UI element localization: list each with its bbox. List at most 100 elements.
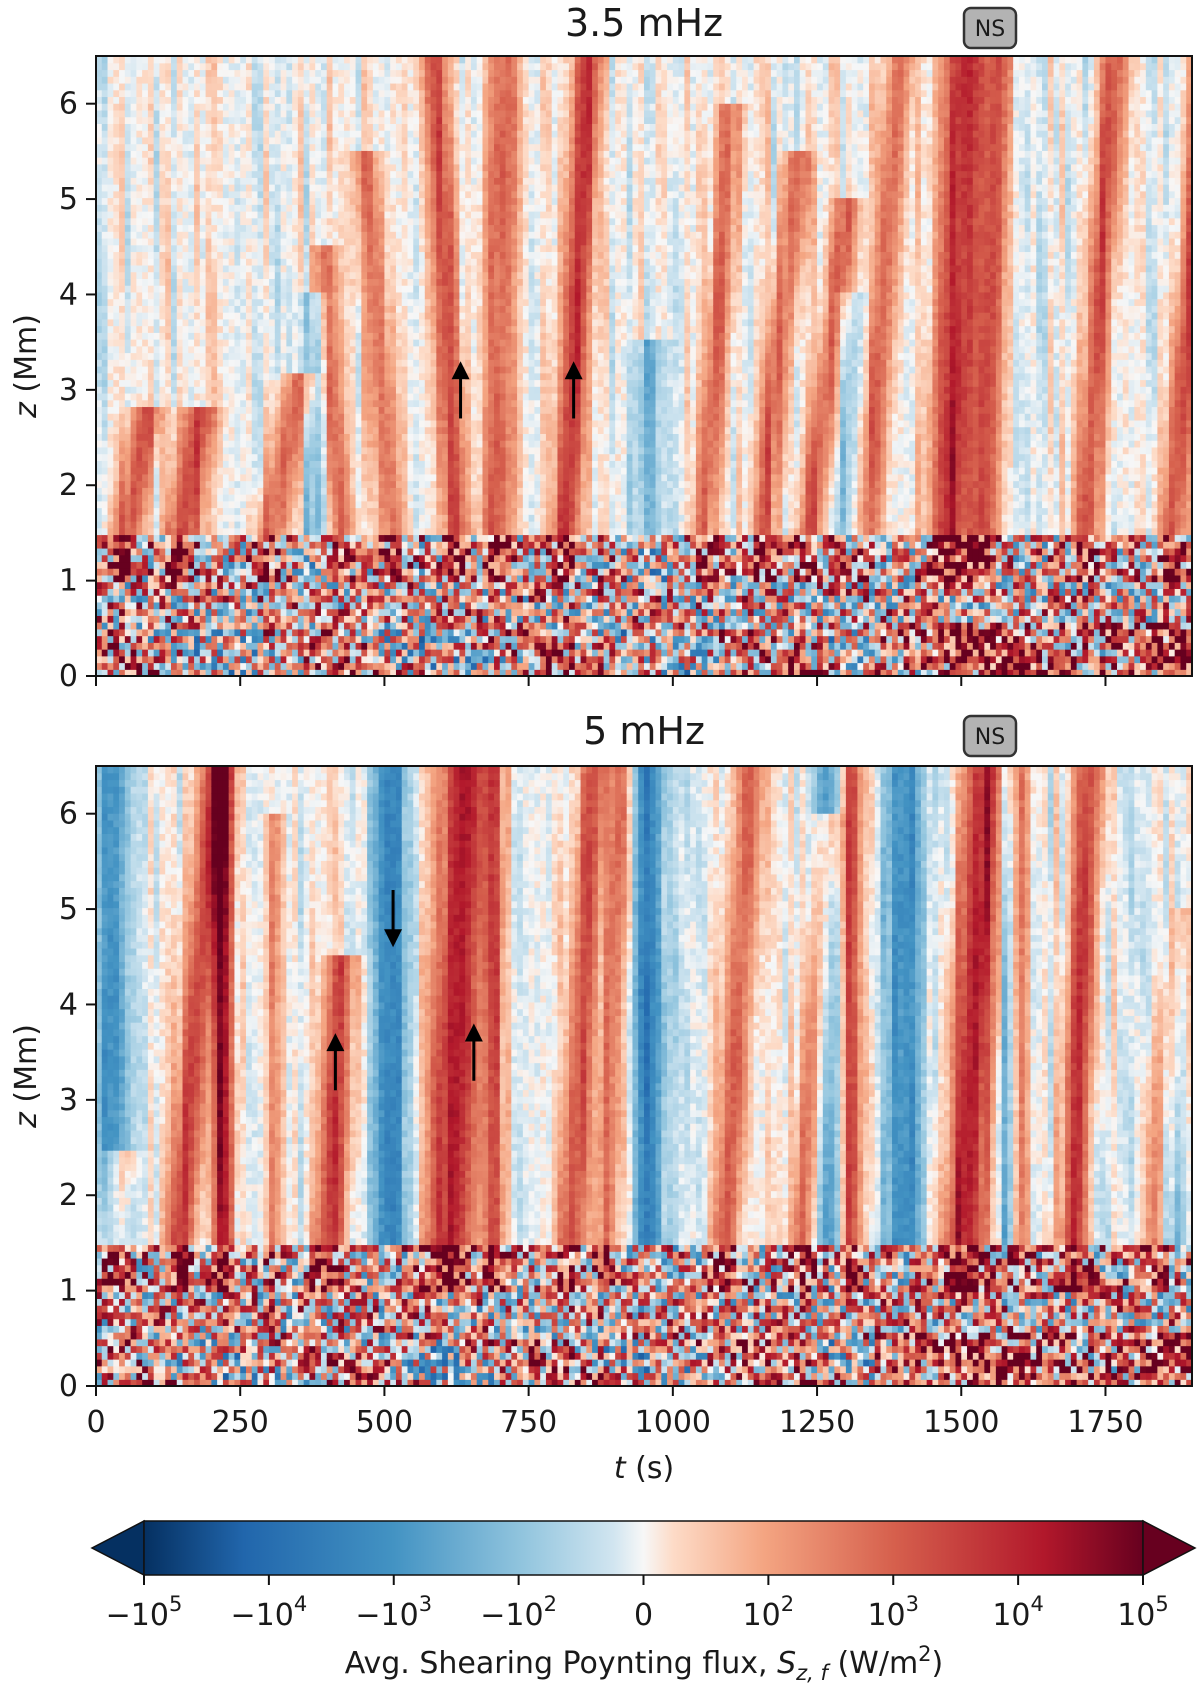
heatmap-cell — [101, 325, 109, 333]
heatmap-cell — [309, 419, 316, 428]
heatmap-cell — [297, 251, 305, 259]
heatmap-cell — [182, 298, 189, 306]
heatmap-cell — [142, 406, 149, 414]
heatmap-cell — [113, 595, 120, 603]
heatmap-cell — [269, 433, 276, 441]
heatmap-cell — [292, 413, 299, 421]
heatmap-cell — [217, 574, 224, 583]
heatmap-cell — [153, 507, 161, 515]
heatmap-cell — [280, 258, 287, 266]
heatmap-cell — [378, 184, 386, 192]
heatmap-cell — [378, 446, 386, 455]
heatmap-cell — [147, 352, 155, 360]
heatmap-cell — [286, 413, 293, 421]
heatmap-cell — [280, 291, 287, 300]
heatmap-cell — [309, 487, 316, 495]
heatmap-cell — [361, 419, 368, 428]
heatmap-cell — [326, 190, 334, 199]
heatmap-cell — [194, 568, 201, 576]
heatmap-cell — [165, 419, 172, 428]
heatmap-cell — [349, 581, 357, 589]
heatmap-cell — [378, 547, 386, 556]
heatmap-cell — [297, 103, 305, 111]
heatmap-cell — [176, 480, 184, 488]
heatmap-cell — [240, 446, 247, 455]
heatmap-cell — [263, 204, 270, 212]
heatmap-cell — [292, 96, 299, 104]
heatmap-cell — [390, 426, 397, 434]
heatmap-cell — [251, 278, 259, 286]
heatmap-cell — [297, 157, 305, 165]
heatmap-cell — [315, 359, 322, 367]
heatmap-cell — [130, 460, 137, 468]
heatmap-cell — [182, 554, 189, 563]
heatmap-cell — [269, 595, 276, 603]
heatmap-cell — [130, 143, 137, 151]
heatmap-cell — [211, 224, 218, 232]
heatmap-cell — [188, 541, 195, 549]
heatmap-cell — [309, 190, 316, 199]
heatmap-cell — [344, 62, 351, 71]
heatmap-cell — [245, 507, 253, 515]
heatmap-cell — [245, 521, 253, 529]
heatmap-cell — [326, 217, 334, 226]
heatmap-cell — [263, 116, 270, 124]
heatmap-cell — [326, 527, 334, 536]
heatmap-cell — [119, 318, 126, 327]
heatmap-cell — [211, 298, 218, 306]
heatmap-cell — [361, 224, 368, 232]
heatmap-cell — [407, 622, 414, 630]
heatmap-cell — [251, 285, 259, 293]
heatmap-cell — [251, 547, 259, 556]
heatmap-cell — [96, 82, 103, 91]
heatmap-cell — [165, 655, 172, 664]
heatmap-cell — [211, 608, 218, 616]
heatmap-cell — [199, 547, 207, 556]
heatmap-cell — [269, 352, 276, 360]
heatmap-cell — [338, 305, 345, 313]
heatmap-cell — [355, 467, 362, 475]
heatmap-cell — [124, 352, 132, 360]
heatmap-cell — [182, 170, 189, 178]
heatmap-cell — [315, 318, 322, 327]
heatmap-cell — [176, 339, 184, 347]
heatmap-cell — [130, 231, 137, 239]
heatmap-cell — [326, 109, 334, 118]
heatmap-cell — [286, 615, 293, 623]
heatmap-cell — [401, 419, 409, 428]
heatmap-cell — [395, 655, 403, 664]
heatmap-cell — [240, 258, 247, 266]
heatmap-cell — [315, 406, 322, 414]
heatmap-cell — [401, 312, 409, 320]
heatmap-cell — [96, 588, 103, 596]
heatmap-cell — [205, 271, 212, 279]
heatmap-cell — [113, 285, 120, 293]
heatmap-cell — [159, 649, 166, 657]
heatmap-cell — [165, 649, 172, 657]
heatmap-cell — [96, 467, 103, 475]
heatmap-cell — [188, 62, 195, 71]
heatmap-cell — [332, 467, 339, 475]
heatmap-cell — [315, 143, 322, 151]
heatmap-cell — [303, 298, 311, 306]
heatmap-cell — [182, 312, 189, 320]
heatmap-cell — [378, 406, 386, 414]
heatmap-cell — [390, 204, 397, 212]
heatmap-cell — [217, 581, 224, 589]
heatmap-cell — [344, 318, 351, 327]
heatmap-cell — [176, 392, 184, 401]
heatmap-cell — [303, 163, 311, 172]
heatmap-cell — [309, 251, 316, 259]
heatmap-cell — [165, 467, 172, 475]
heatmap-cell — [188, 406, 195, 414]
heatmap-cell — [217, 386, 224, 394]
heatmap-cell — [188, 69, 195, 77]
heatmap-cell — [303, 271, 311, 279]
heatmap-cell — [349, 372, 357, 381]
heatmap-cell — [245, 473, 253, 482]
heatmap-cell — [372, 494, 380, 502]
heatmap-cell — [332, 379, 339, 387]
heatmap-cell — [297, 561, 305, 569]
heatmap-cell — [384, 157, 391, 165]
heatmap-cell — [245, 339, 253, 347]
